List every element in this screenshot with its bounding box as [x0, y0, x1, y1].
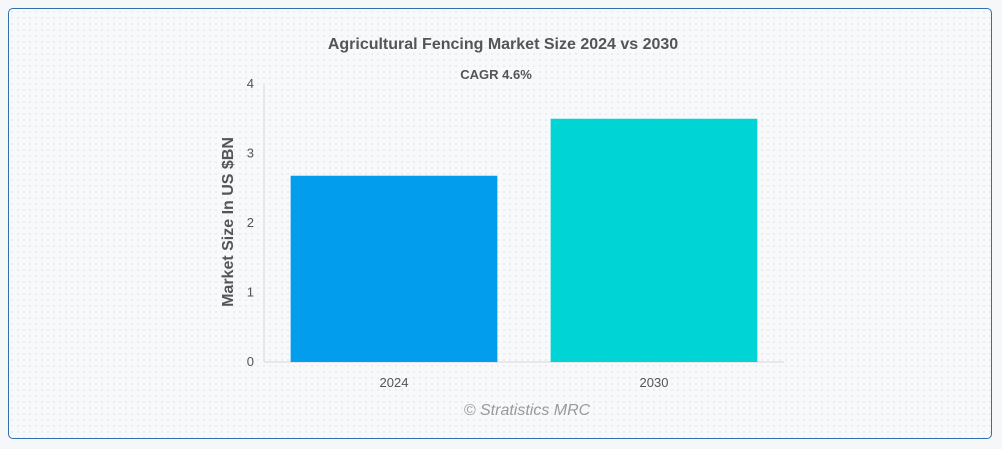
y-tick-label: 0 [247, 354, 254, 369]
chart-subtitle: CAGR 4.6% [460, 67, 532, 82]
x-ticks: 2024 2030 [380, 375, 669, 390]
watermark-text: © Stratistics MRC [464, 402, 591, 419]
chart-title: Agricultural Fencing Market Size 2024 vs… [328, 36, 678, 53]
y-ticks: 0 1 2 3 4 [247, 76, 254, 369]
chart-frame [8, 8, 992, 439]
bar-2024[interactable] [290, 175, 498, 362]
bar-2030[interactable] [550, 118, 758, 362]
y-axis-label: Market Size In US $BN [220, 137, 237, 307]
y-tick-label: 1 [247, 285, 254, 300]
x-tick-label: 2030 [640, 375, 669, 390]
x-tick-label: 2024 [380, 375, 409, 390]
y-tick-label: 4 [247, 76, 254, 91]
bars [290, 118, 758, 362]
y-tick-label: 2 [247, 215, 254, 230]
y-tick-label: 3 [247, 146, 254, 161]
